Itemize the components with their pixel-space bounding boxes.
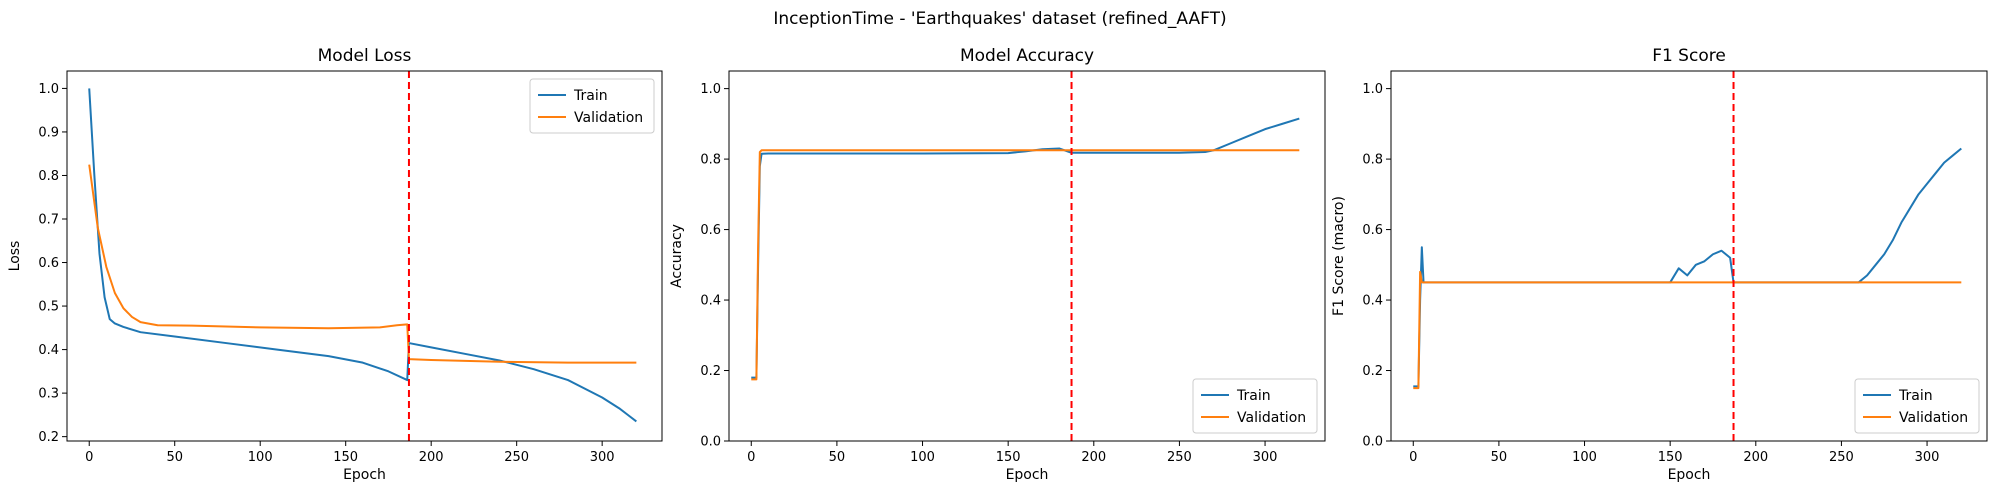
x-axis-label: Epoch	[1006, 467, 1049, 483]
x-tick-label: 0	[1409, 450, 1417, 465]
y-tick-label: 0.8	[38, 169, 59, 184]
series-line-validation	[1413, 270, 1962, 390]
x-tick-label: 200	[1081, 450, 1106, 465]
x-axis-label: Epoch	[343, 467, 386, 483]
chart-panel-1: Model Loss 0 50 100 150 200 250 300 0.2 0.3 0.4 0.5…	[7, 46, 663, 483]
series-line-validation	[88, 164, 637, 364]
y-tick-label: 0.4	[1362, 294, 1383, 309]
legend-box	[529, 78, 655, 134]
chart-panel-3: F1 Score 0 50 100 150 200 250 300 0.0 0.2 0.4 0.6 0.…	[1331, 46, 1988, 483]
x-tick-label: 200	[419, 450, 444, 465]
y-tick-label: 0.9	[38, 125, 59, 140]
x-tick-label: 50	[1491, 450, 1508, 465]
x-tick-label: 250	[1167, 450, 1192, 465]
y-tick-label: 0.0	[1362, 435, 1383, 450]
legend: Train Validation	[1192, 378, 1318, 434]
y-tick-label: 0.4	[700, 294, 721, 309]
chart-title: Model Accuracy	[960, 46, 1094, 66]
plot-frame	[66, 70, 663, 442]
x-tick-label: 150	[1658, 450, 1683, 465]
chart-title: F1 Score	[1652, 46, 1726, 66]
legend-box	[1192, 378, 1318, 434]
y-tick-label: 1.0	[1362, 82, 1383, 97]
y-tick-label: 0.2	[38, 430, 59, 445]
series-group	[88, 88, 637, 423]
legend-label-train: Train	[1898, 388, 1933, 404]
x-tick-label: 300	[590, 450, 615, 465]
y-tick-label: 0.6	[700, 223, 721, 238]
y-tick-label: 0.0	[700, 435, 721, 450]
x-tick-label: 0	[747, 450, 755, 465]
legend-label-train: Train	[573, 88, 608, 104]
y-axis-label: Loss	[7, 241, 23, 272]
x-tick-label: 100	[248, 450, 273, 465]
legend: Train Validation	[1854, 378, 1980, 434]
x-axis-label: Epoch	[1668, 467, 1711, 483]
series-line-train	[88, 88, 637, 423]
figure-title: InceptionTime - 'Earthquakes' dataset (r…	[773, 9, 1226, 29]
x-tick-label: 150	[333, 450, 358, 465]
x-tick-label: 100	[1572, 450, 1597, 465]
y-tick-label: 1.0	[700, 82, 721, 97]
y-tick-label: 0.2	[700, 364, 721, 379]
series-group	[1413, 147, 1962, 390]
x-tick-label: 50	[166, 450, 183, 465]
plot-frame	[728, 70, 1326, 442]
legend-label-validation: Validation	[1899, 410, 1968, 426]
y-tick-label: 0.8	[700, 153, 721, 168]
y-tick-label: 0.3	[38, 387, 59, 402]
y-tick-label: 0.6	[38, 256, 59, 271]
y-tick-label: 0.7	[38, 213, 59, 228]
y-tick-label: 0.2	[1362, 364, 1383, 379]
legend-label-validation: Validation	[574, 110, 643, 126]
series-line-validation	[751, 149, 1300, 381]
x-tick-label: 50	[829, 450, 846, 465]
x-tick-label: 300	[1915, 450, 1940, 465]
x-tick-label: 250	[504, 450, 529, 465]
chart-title: Model Loss	[318, 46, 412, 66]
legend: Train Validation	[529, 78, 655, 134]
x-tick-label: 100	[910, 450, 935, 465]
series-group	[751, 117, 1300, 381]
y-axis-label: F1 Score (macro)	[1331, 196, 1347, 316]
x-tick-label: 300	[1253, 450, 1278, 465]
x-tick-label: 0	[85, 450, 93, 465]
series-line-train	[1413, 147, 1962, 388]
y-tick-label: 1.0	[38, 82, 59, 97]
y-tick-label: 0.4	[38, 343, 59, 358]
y-tick-label: 0.8	[1362, 153, 1383, 168]
y-tick-label: 0.6	[1362, 223, 1383, 238]
x-tick-label: 150	[996, 450, 1021, 465]
x-tick-label: 250	[1829, 450, 1854, 465]
y-tick-label: 0.5	[38, 300, 59, 315]
x-tick-label: 200	[1743, 450, 1768, 465]
legend-label-train: Train	[1236, 388, 1271, 404]
chart-panel-2: Model Accuracy 0 50 100 150 200 250 300 0.0 0.2 0.…	[669, 46, 1326, 483]
plot-frame	[1390, 70, 1988, 442]
legend-label-validation: Validation	[1237, 410, 1306, 426]
legend-box	[1854, 378, 1980, 434]
series-line-train	[751, 117, 1300, 379]
y-axis-label: Accuracy	[669, 224, 685, 288]
